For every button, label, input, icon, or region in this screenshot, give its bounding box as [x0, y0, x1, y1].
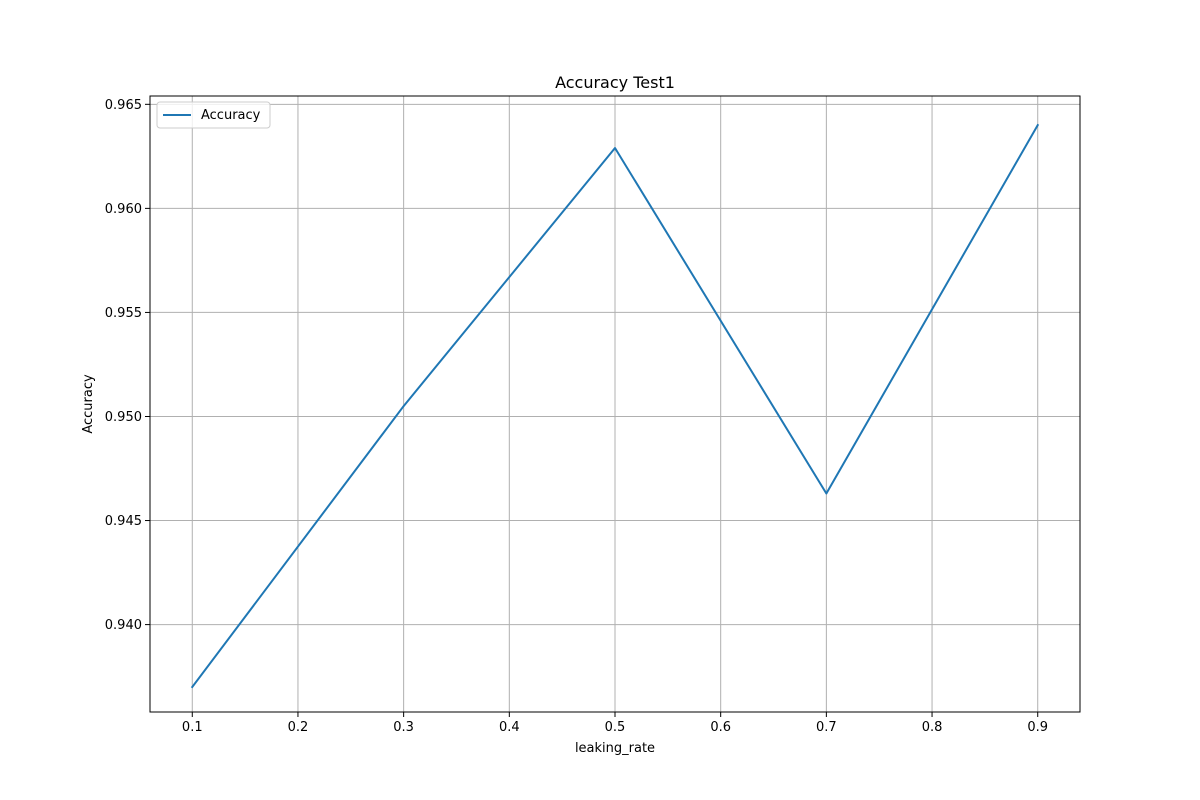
y-tick-label: 0.940	[105, 618, 142, 633]
x-tick-label: 0.8	[922, 720, 943, 735]
legend-box	[156, 101, 271, 129]
series-line-accuracy	[190, 123, 1040, 689]
x-axis-label: leaking_rate	[575, 741, 655, 756]
grid-layer	[150, 96, 1080, 712]
legend-label: Accuracy	[201, 108, 261, 123]
series-layer	[190, 123, 1040, 689]
x-tick-label: 0.9	[1027, 720, 1048, 735]
x-tick-label: 0.4	[499, 720, 520, 735]
tick-layer: 0.1 0.2 0.3 0.4 0.5 0.6 0.7 0.8 0.9 0.940 0.945 0.9…	[105, 98, 1048, 735]
x-tick-label: 0.3	[393, 720, 414, 735]
y-tick-label: 0.945	[105, 514, 142, 529]
y-tick-label: 0.965	[105, 98, 142, 113]
y-axis-label: Accuracy	[81, 374, 96, 434]
x-tick-label: 0.1	[182, 720, 203, 735]
x-tick-label: 0.7	[816, 720, 837, 735]
y-tick-label: 0.955	[105, 306, 142, 321]
x-tick-label: 0.6	[710, 720, 731, 735]
x-tick-label: 0.2	[288, 720, 309, 735]
chart-title: Accuracy Test1	[555, 73, 675, 92]
x-tick-label: 0.5	[605, 720, 626, 735]
legend: Accuracy	[156, 101, 271, 129]
y-tick-label: 0.960	[105, 202, 142, 217]
y-tick-label: 0.950	[105, 410, 142, 425]
